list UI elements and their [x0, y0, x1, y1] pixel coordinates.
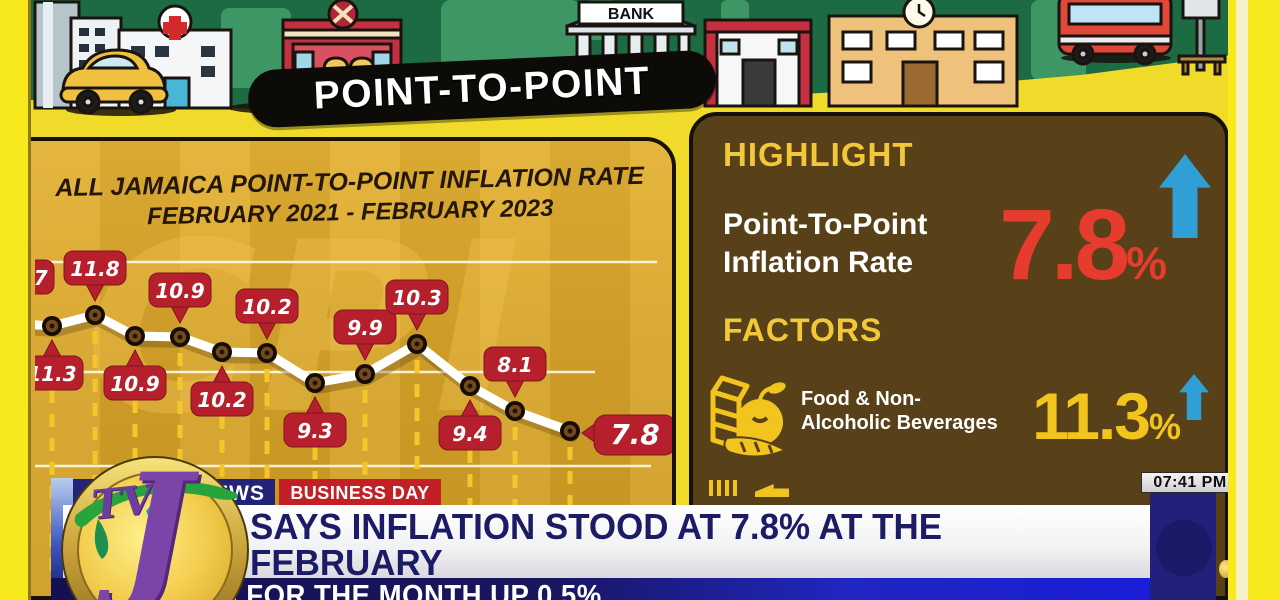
highlight-heading: HIGHLIGHT	[723, 136, 914, 173]
chart-value-callout	[148, 272, 212, 308]
chart-point-core	[467, 383, 473, 389]
factor-unit: %	[1148, 406, 1181, 447]
factor-label-line1: Food & Non-	[801, 388, 921, 410]
metric-label: Point-To-Point Inflation Rate	[723, 206, 927, 281]
store-icon	[703, 18, 813, 108]
chart-value-callout	[103, 365, 167, 401]
business-day-badge: BUSINESS DAY	[279, 479, 441, 508]
chart-value-callout	[235, 288, 299, 324]
clock-display: 07:41 PM	[1141, 472, 1228, 493]
chart-value-label: 7.8	[610, 418, 660, 451]
taxi-icon	[59, 48, 169, 115]
callout-tail	[460, 398, 480, 418]
chart-value-callout	[35, 259, 55, 295]
chart-point-core	[264, 350, 270, 356]
logo-teal-check	[146, 492, 182, 537]
factors-heading: FACTORS	[723, 312, 883, 348]
chart-value-label: 9.9	[347, 316, 383, 340]
logo-j-text: J	[120, 441, 191, 600]
partial-factor-icon	[709, 480, 737, 496]
bus-icon	[1057, 0, 1173, 66]
chart-value-label: 11.8	[70, 257, 119, 281]
chart-value-callout	[483, 346, 547, 382]
chart-point-core	[512, 408, 518, 414]
tvj-logo: TV J	[58, 441, 252, 600]
factor-label: Food & Non- Alcoholic Beverages	[801, 388, 998, 435]
lower-third-endcap	[1150, 492, 1216, 600]
up-arrow-small-icon	[1179, 374, 1209, 420]
chart-value-label: 8.1	[497, 353, 532, 377]
chart-value-label: 11.3	[35, 362, 77, 386]
callout-tail	[170, 305, 190, 325]
metric-label-line1: Point-To-Point	[723, 208, 928, 241]
chart-value-label: 10.3	[392, 286, 441, 310]
chart-value-callout	[593, 414, 672, 456]
factor-label-line2: Alcoholic Beverages	[801, 411, 998, 434]
headline-line1: SAYS INFLATION STOOD AT 7.8% AT THE	[250, 506, 943, 547]
factor-value: 11.3	[1032, 379, 1151, 453]
callout-tail	[407, 312, 427, 332]
title-banner-text: POINT-TO-POINT	[312, 59, 652, 118]
chart-point-core	[567, 428, 573, 434]
logo-green-swoosh	[74, 481, 238, 527]
business-day-label: BUSINESS DAY	[290, 483, 430, 503]
metric-value: 7.8	[999, 189, 1130, 301]
clock-building-icon	[827, 0, 1019, 108]
chart-point-core	[219, 349, 225, 355]
chart-value-label: 10.9	[155, 279, 204, 303]
callout-tail	[505, 379, 525, 399]
endcap-emblem	[1156, 520, 1212, 576]
callout-tail	[212, 364, 232, 384]
chart-value-label: 10.2	[197, 388, 246, 412]
chart-point-core	[49, 323, 55, 329]
chart-value-callout	[283, 412, 347, 448]
chart-value-callout	[190, 381, 254, 417]
chart-value-label: 10.7	[35, 266, 48, 290]
chart-value-label: 9.3	[297, 419, 332, 443]
chart-value-label: 9.4	[452, 422, 487, 446]
chart-value-callout	[35, 355, 84, 391]
metric-value-wrap: 7.8%	[999, 188, 1167, 303]
chart-value-callout	[63, 250, 127, 286]
gold-dot-decor	[1219, 560, 1228, 578]
chart-value-label: 10.2	[242, 295, 291, 319]
headline-line2: FEBRUARY	[250, 542, 443, 578]
partial-factor-icon-2	[755, 484, 789, 497]
chart-value-callout	[333, 309, 397, 345]
chart-point-core	[312, 380, 318, 386]
broadcast-screen: BANK	[28, 0, 1228, 600]
bus-stop-icon	[1177, 0, 1227, 76]
chart-point-core	[414, 341, 420, 347]
callout-tail	[125, 348, 145, 368]
chart-value-label: 10.9	[110, 372, 159, 396]
chart-value-callout	[385, 279, 449, 315]
chart-point-core	[132, 333, 138, 339]
food-icon	[710, 375, 788, 458]
callout-tail	[257, 321, 277, 341]
bank-sign: BANK	[608, 6, 655, 23]
tvj-logo-disc	[61, 456, 249, 600]
callout-tail	[305, 395, 325, 415]
chart-point-core	[177, 334, 183, 340]
clock-time: 07:41 PM	[1153, 473, 1227, 491]
frame-right-stripe	[1236, 0, 1248, 600]
logo-green-drip	[94, 519, 109, 559]
callout-tail	[42, 338, 62, 358]
chart-point-core	[362, 371, 368, 377]
callout-tail	[85, 283, 105, 303]
chart-point-core	[92, 312, 98, 318]
chart-value-callout	[438, 415, 502, 451]
callout-tail	[355, 342, 375, 362]
metric-label-line2: Inflation Rate	[723, 245, 914, 279]
factor-value-wrap: 11.3%	[1032, 378, 1181, 454]
metric-unit: %	[1126, 237, 1167, 289]
